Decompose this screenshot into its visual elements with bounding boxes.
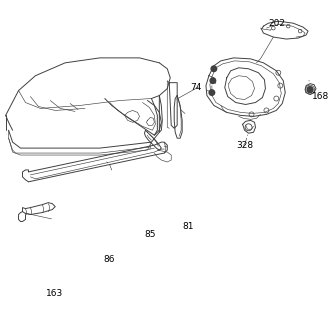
Text: 202: 202: [268, 19, 285, 28]
Text: 74: 74: [190, 83, 202, 92]
Circle shape: [209, 90, 215, 95]
Text: 85: 85: [144, 230, 156, 239]
Circle shape: [307, 87, 313, 92]
Text: 328: 328: [237, 141, 254, 150]
Text: 168: 168: [312, 92, 329, 101]
Circle shape: [210, 78, 216, 84]
Circle shape: [211, 66, 217, 72]
Text: 81: 81: [182, 222, 194, 231]
Text: 163: 163: [46, 289, 64, 298]
Text: 86: 86: [103, 255, 115, 264]
